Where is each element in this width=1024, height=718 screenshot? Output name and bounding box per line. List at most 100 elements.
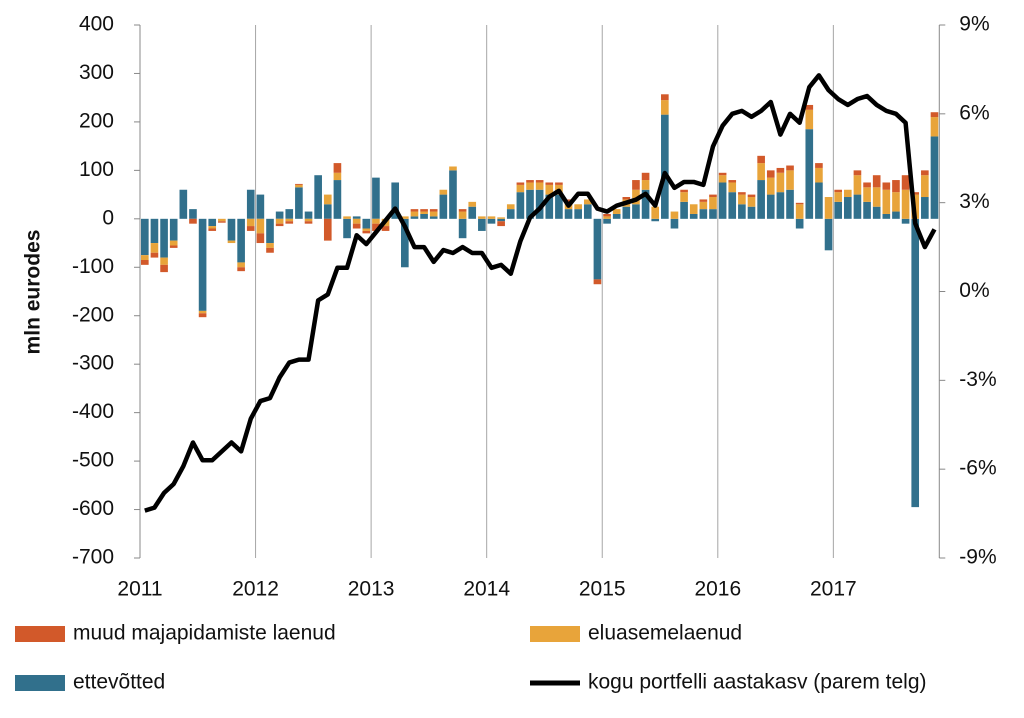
bar [266, 218, 274, 244]
bar [699, 209, 708, 219]
bar [728, 192, 737, 219]
bar [661, 94, 669, 101]
bar [815, 163, 823, 168]
y2-tick-label: 3% [959, 190, 989, 213]
x-tick-label: 2012 [232, 578, 279, 601]
bar [497, 221, 505, 227]
bar [208, 228, 217, 231]
bar [314, 175, 322, 219]
bar [632, 189, 640, 205]
bar [304, 218, 313, 222]
bar [699, 199, 708, 202]
bar [834, 189, 842, 193]
bar [786, 165, 794, 171]
bar [449, 166, 457, 171]
bar [506, 204, 515, 210]
bar [603, 218, 611, 224]
bar [728, 182, 737, 193]
bar [237, 267, 245, 272]
bar [304, 221, 313, 224]
bar [872, 206, 881, 219]
bar [892, 192, 900, 212]
bar [834, 192, 842, 202]
bar [497, 218, 505, 222]
bar [892, 211, 900, 219]
bar [487, 216, 496, 219]
bar [198, 218, 207, 311]
bar [391, 182, 400, 219]
bar [410, 216, 419, 219]
x-tick-label: 2017 [810, 578, 857, 601]
legend-label: eluasemelaenud [588, 622, 742, 645]
bar [555, 194, 563, 219]
bar [766, 177, 775, 195]
bar [420, 209, 428, 212]
bar [786, 189, 794, 219]
bar [593, 279, 602, 285]
bar [372, 223, 380, 231]
bar [150, 252, 159, 258]
bar [285, 221, 294, 224]
y-tick-label: 100 [79, 158, 114, 181]
bar [410, 211, 419, 217]
bar [641, 172, 650, 181]
y-axis-title: mln eurodes [22, 230, 45, 355]
bar [439, 194, 448, 219]
bar [843, 189, 852, 198]
bar [401, 218, 409, 268]
bar [237, 262, 245, 268]
bar [689, 213, 698, 219]
bar [295, 187, 303, 219]
bar [603, 213, 611, 217]
bar [892, 180, 900, 193]
bar [583, 199, 592, 205]
y2-tick-label: 0% [959, 279, 989, 302]
bar [853, 175, 862, 195]
bar [372, 218, 380, 224]
bar [661, 100, 669, 115]
bar [478, 218, 486, 231]
bar [882, 182, 891, 190]
bar [333, 163, 342, 173]
bar [227, 218, 236, 241]
bar [882, 189, 891, 214]
y2-tick-label: 6% [959, 101, 989, 124]
bar [921, 197, 929, 219]
bar [622, 206, 631, 219]
bar [805, 104, 814, 110]
bar [535, 189, 544, 219]
bar [709, 194, 717, 198]
bar [449, 170, 457, 219]
bar [285, 209, 294, 219]
bar [516, 184, 525, 193]
bar [680, 201, 688, 219]
bar [285, 218, 294, 222]
bar [930, 117, 939, 137]
bar [670, 218, 679, 229]
bar [718, 172, 727, 176]
bar [863, 182, 871, 188]
bar [651, 206, 660, 219]
bar [853, 194, 862, 219]
bar [323, 218, 332, 241]
bar [901, 218, 910, 224]
bar [747, 197, 756, 207]
legend-swatch [15, 675, 65, 691]
bar [805, 109, 814, 130]
bar [766, 194, 775, 219]
bar [612, 213, 621, 219]
bar [506, 209, 515, 219]
bar [738, 192, 746, 195]
bar [478, 216, 486, 219]
bar [786, 170, 794, 190]
bar [766, 170, 775, 178]
bar [795, 204, 804, 219]
bar [738, 204, 746, 219]
bar [458, 211, 467, 219]
bar [295, 184, 303, 188]
x-tick-label: 2011 [117, 578, 162, 601]
bar [410, 209, 419, 212]
bar [863, 187, 871, 202]
bar [458, 218, 467, 239]
bar [497, 217, 505, 219]
